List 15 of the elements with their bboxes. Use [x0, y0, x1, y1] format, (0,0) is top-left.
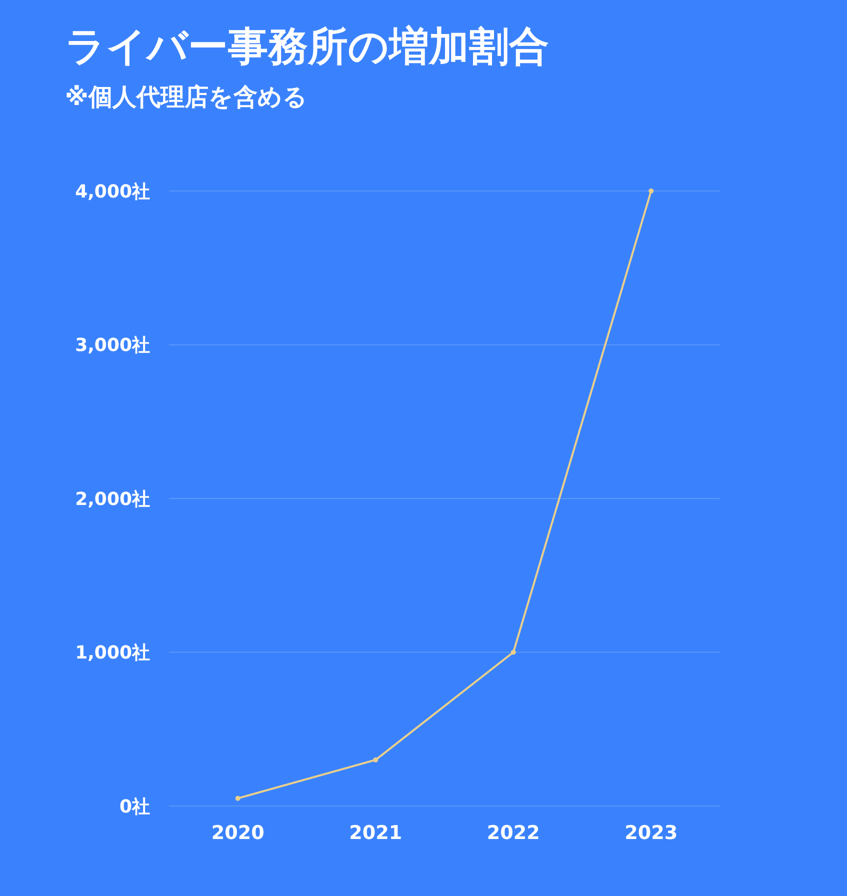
- point: [510, 650, 516, 655]
- point: [373, 757, 378, 762]
- x-tick-label: 2022: [486, 822, 540, 844]
- x-tick-label: 2021: [349, 822, 402, 844]
- x-tick-label: 2023: [624, 822, 678, 844]
- y-tick-label: 3,000社: [75, 335, 150, 356]
- y-tick-label: 1,000社: [75, 642, 150, 664]
- y-tick-label: 0社: [119, 796, 150, 818]
- x-tick-label: 2020: [211, 822, 264, 844]
- y-tick-label: 2,000社: [75, 488, 150, 510]
- chart-subtitle: ※個人代理店を含める: [65, 83, 308, 111]
- y-tick-label: 4,000社: [75, 181, 150, 202]
- chart-title: ライバー事務所の増加割合: [65, 24, 549, 70]
- point: [235, 796, 240, 801]
- point: [648, 188, 654, 194]
